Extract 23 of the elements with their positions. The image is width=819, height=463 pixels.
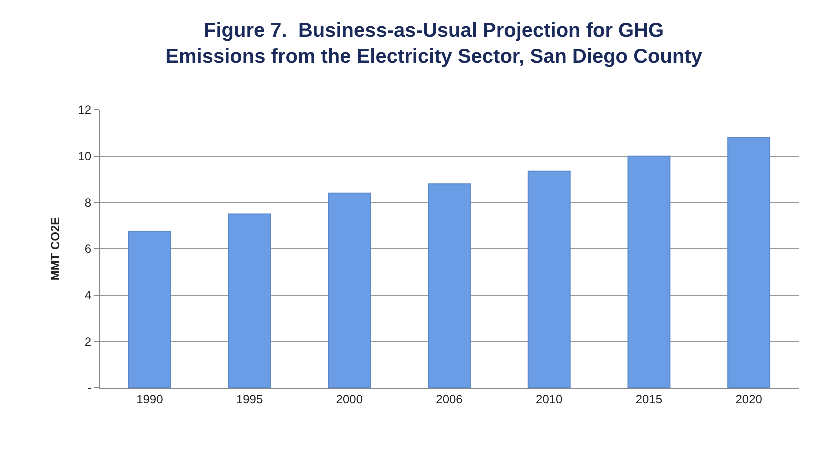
y-tick-label: 4 xyxy=(84,288,92,303)
bar xyxy=(728,137,771,388)
x-tick-label: 1995 xyxy=(236,392,264,406)
bar xyxy=(328,192,372,388)
x-tick-label: 2000 xyxy=(336,392,364,406)
bar xyxy=(528,170,571,388)
y-tick-label: 10 xyxy=(78,150,92,164)
y-tick-label: 12 xyxy=(78,103,92,118)
x-tick-label: 2020 xyxy=(736,392,763,406)
y-tick-label: 8 xyxy=(84,196,92,210)
bar xyxy=(128,231,172,388)
y-axis-title: MMT CO2E xyxy=(48,217,63,281)
chart-title: Figure 7. Business-as-Usual Projection for GHG Emissions from the Electricity Sector, San Diego County xyxy=(166,20,704,68)
x-tick-label: 2010 xyxy=(536,392,564,406)
y-tick-label: 2 xyxy=(84,334,92,349)
x-tick-label: 1990 xyxy=(136,392,164,406)
y-tick-label: 6 xyxy=(84,242,92,256)
bar xyxy=(628,156,671,388)
x-tick-label: 2006 xyxy=(436,392,464,406)
bar xyxy=(228,214,272,388)
y-tick-label: - xyxy=(88,381,92,396)
x-tick-label: 2015 xyxy=(636,392,663,406)
bar xyxy=(428,184,471,388)
